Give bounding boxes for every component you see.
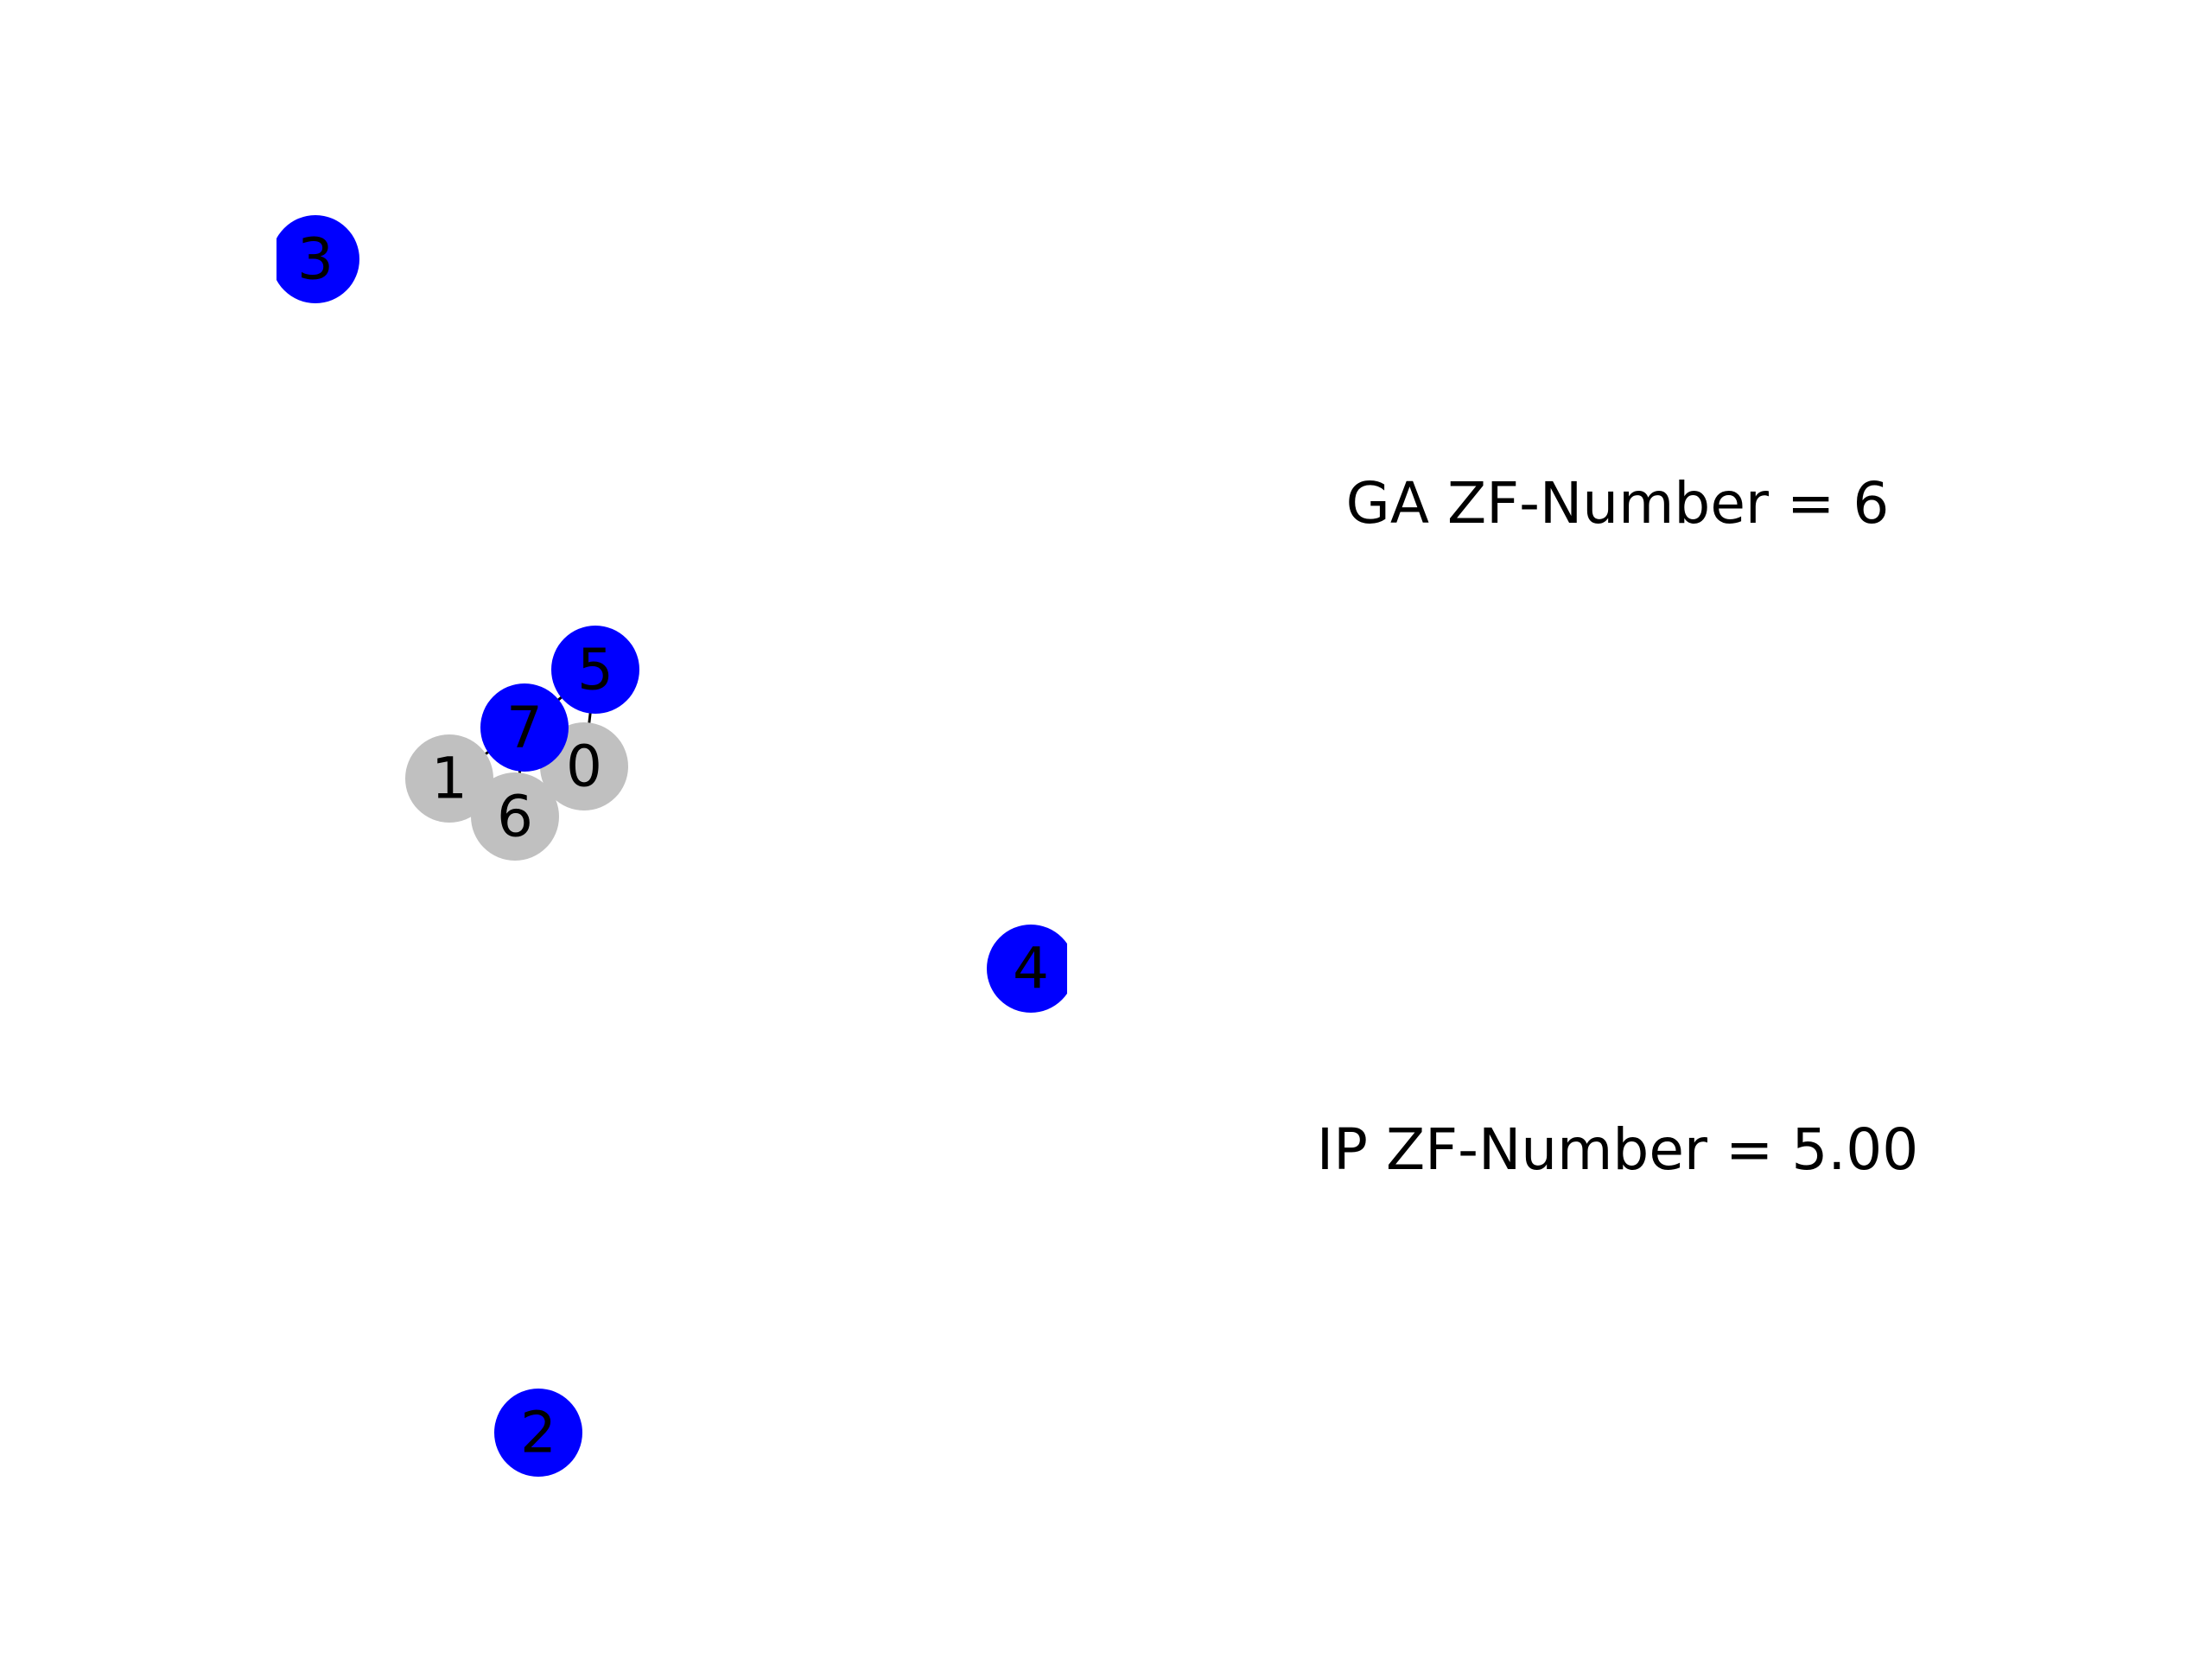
graph-canvas: 0 1 2 3 4 5 6 7 — [276, 215, 1067, 1477]
node-1-label: 1 — [431, 746, 467, 812]
node-4: 4 — [987, 925, 1067, 1013]
node-7: 7 — [480, 683, 569, 772]
node-7-circle — [480, 683, 569, 772]
node-2: 2 — [494, 1389, 582, 1477]
node-2-circle — [494, 1389, 582, 1477]
node-7-label: 7 — [506, 695, 543, 761]
ip-zf-number-annotation: IP ZF-Number = 5.00 — [1317, 1116, 1919, 1183]
node-4-circle — [987, 925, 1067, 1013]
node-1: 1 — [405, 734, 493, 823]
node-5-label: 5 — [577, 637, 613, 703]
node-6-label: 6 — [497, 784, 533, 850]
node-3: 3 — [276, 215, 359, 303]
node-5: 5 — [551, 626, 639, 714]
node-0-label: 0 — [566, 734, 602, 800]
node-6-circle — [471, 772, 559, 861]
node-4-label: 4 — [1013, 936, 1049, 1002]
node-2-label: 2 — [520, 1400, 556, 1466]
node-3-label: 3 — [297, 226, 334, 293]
node-5-circle — [551, 626, 639, 714]
node-6: 6 — [471, 772, 559, 861]
ga-zf-number-annotation: GA ZF-Number = 6 — [1346, 470, 1890, 537]
nodes: 0 1 2 3 4 5 6 7 — [276, 215, 1067, 1477]
node-3-circle — [276, 215, 359, 303]
node-1-circle — [405, 734, 493, 823]
